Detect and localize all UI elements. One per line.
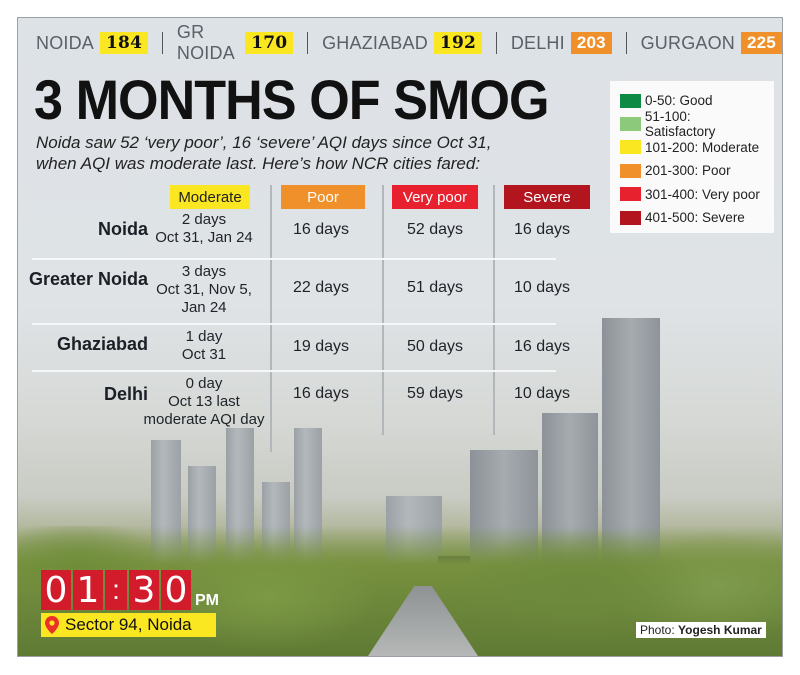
- column-divider: [493, 185, 495, 435]
- row-city-noida: Noida: [97, 219, 148, 239]
- cell-poor: 16 days: [292, 385, 350, 402]
- credit-prefix: Photo:: [640, 623, 675, 637]
- cell-poor: 16 days: [292, 221, 350, 238]
- cell-line: Oct 31, Nov 5,: [156, 281, 252, 298]
- aqi-city: GR NOIDA: [176, 22, 235, 63]
- cell-moderate: 2 days Oct 31, Jan 24: [140, 211, 268, 247]
- legend-item-very-poor: 301-400: Very poor: [620, 183, 764, 206]
- aqi-value: 184: [100, 32, 149, 54]
- credit-name: Yogesh Kumar: [678, 623, 762, 637]
- subheadline-line: Noida saw 52 ‘very poor’, 16 ‘severe’ AQ…: [36, 133, 492, 152]
- column-header-moderate: Moderate: [170, 185, 250, 209]
- aqi-value: 203: [570, 32, 612, 54]
- cell-line: Oct 13 last: [168, 393, 240, 410]
- aqi-item-delhi: DELHI 203: [511, 32, 612, 54]
- location-text: Sector 94, Noida: [65, 615, 192, 634]
- swatch: [620, 117, 641, 132]
- legend-label: 0-50: Good: [645, 93, 713, 109]
- cell-severe: 10 days: [513, 279, 571, 296]
- column-header-severe: Severe: [504, 185, 590, 209]
- legend-item-moderate: 101-200: Moderate: [620, 136, 764, 159]
- divider: [496, 32, 497, 54]
- cell-moderate: 1 day Oct 31: [140, 328, 268, 364]
- time-digit: 0: [41, 570, 71, 611]
- aqi-value: 225: [741, 32, 782, 54]
- row-city-delhi: Delhi: [103, 384, 148, 404]
- divider: [162, 32, 163, 54]
- cell-line: Oct 31, Jan 24: [155, 229, 253, 246]
- aqi-item-noida: NOIDA 184: [36, 32, 149, 54]
- column-header-poor: Poor: [281, 185, 365, 209]
- cell-line: 3 days: [181, 263, 227, 280]
- legend-label: 101-200: Moderate: [645, 139, 760, 155]
- subheadline-line: when AQI was moderate last. Here’s how N…: [36, 154, 481, 173]
- location-badge: Sector 94, Noida: [41, 613, 216, 637]
- swatch: [620, 163, 641, 178]
- headline: 3 MONTHS OF SMOG: [34, 68, 550, 131]
- cell-line: Oct 31: [181, 346, 227, 363]
- aqi-city: GHAZIABAD: [322, 32, 428, 53]
- cell-severe: 10 days: [513, 385, 571, 402]
- legend-item-severe: 401-500: Severe: [620, 206, 764, 229]
- aqi-item-gr-noida: GR NOIDA 170: [176, 22, 294, 64]
- aqi-value: 170: [245, 32, 294, 54]
- aqi-city: DELHI: [510, 32, 565, 53]
- aqi-item-ghaziabad: GHAZIABAD 192: [322, 32, 483, 54]
- cell-moderate: 0 day Oct 13 last moderate AQI day: [134, 375, 274, 429]
- divider: [307, 32, 309, 54]
- row-city-ghaziabad: Ghaziabad: [56, 334, 148, 354]
- legend-label: 301-400: Very poor: [645, 186, 760, 202]
- divider: [625, 32, 627, 54]
- row-divider: [32, 370, 556, 372]
- swatch: [620, 187, 641, 202]
- legend-item-poor: 201-300: Poor: [620, 159, 764, 182]
- cell-poor: 19 days: [292, 338, 350, 355]
- cell-line: 0 day: [185, 375, 223, 392]
- row-divider: [32, 323, 556, 325]
- aqi-value: 192: [433, 32, 483, 54]
- photo-credit: Photo: Yogesh Kumar: [636, 622, 766, 638]
- time-meridiem: PM: [195, 592, 219, 609]
- cell-line: Jan 24: [181, 299, 227, 316]
- time-badge: 0 1 : 3 0 PM: [41, 570, 219, 611]
- map-pin-icon: [45, 616, 59, 634]
- swatch: [620, 210, 641, 225]
- cell-very-poor: 50 days: [406, 338, 464, 355]
- cell-severe: 16 days: [513, 221, 571, 238]
- cell-very-poor: 59 days: [406, 385, 464, 402]
- aqi-item-gurgaon: GURGAON 225: [641, 32, 782, 54]
- swatch: [620, 93, 641, 108]
- time-digit: 3: [129, 570, 159, 611]
- legend-item-good: 0-50: Good: [620, 89, 764, 112]
- legend-label: 401-500: Severe: [645, 210, 745, 226]
- time-digit: 0: [161, 570, 191, 611]
- cell-poor: 22 days: [292, 279, 350, 296]
- infographic-frame: NOIDA 184 GR NOIDA 170 GHAZIABAD 192 DEL…: [17, 17, 783, 657]
- cell-line: 2 days: [181, 211, 227, 228]
- time-digit: 1: [73, 570, 103, 611]
- subheadline: Noida saw 52 ‘very poor’, 16 ‘severe’ AQ…: [36, 132, 491, 174]
- aqi-legend: 0-50: Good 51-100: Satisfactory 101-200:…: [610, 81, 774, 233]
- column-divider: [382, 185, 384, 435]
- column-header-very-poor: Very poor: [392, 185, 478, 209]
- legend-label: 51-100: Satisfactory: [644, 109, 716, 140]
- cell-moderate: 3 days Oct 31, Nov 5, Jan 24: [140, 263, 268, 317]
- column-divider: [270, 185, 272, 452]
- legend-label: 201-300: Poor: [645, 163, 731, 179]
- cell-very-poor: 52 days: [406, 221, 464, 238]
- cell-line: 1 day: [185, 328, 223, 345]
- row-city-greater-noida: Greater Noida: [28, 269, 148, 289]
- aqi-strip: NOIDA 184 GR NOIDA 170 GHAZIABAD 192 DEL…: [18, 18, 782, 68]
- row-divider: [32, 258, 556, 260]
- cell-line: moderate AQI day: [143, 411, 265, 428]
- cell-very-poor: 51 days: [406, 279, 464, 296]
- cell-severe: 16 days: [513, 338, 571, 355]
- swatch: [620, 140, 641, 155]
- legend-item-satisfactory: 51-100: Satisfactory: [620, 109, 764, 139]
- time-separator: :: [105, 570, 127, 610]
- aqi-city: GURGAON: [640, 32, 735, 53]
- aqi-city: NOIDA: [36, 32, 95, 53]
